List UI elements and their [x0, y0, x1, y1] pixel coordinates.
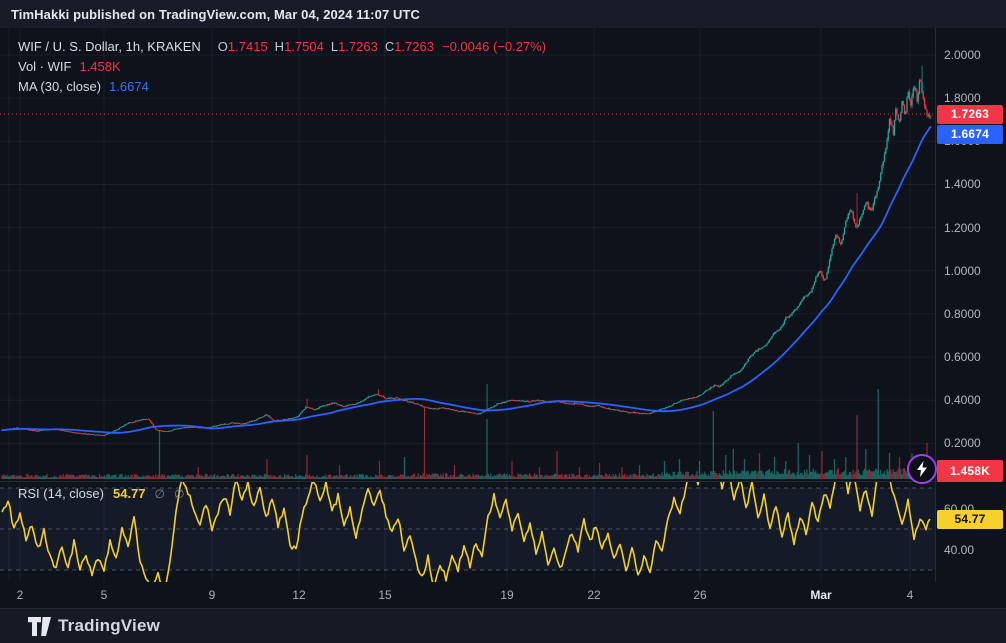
time-axis-tick: Mar: [810, 588, 832, 602]
time-axis-tick: 15: [378, 588, 392, 602]
footer: TradingView: [0, 609, 1006, 643]
volume-value-badge: 1.458K: [937, 460, 1003, 482]
legend-ma-row: MA (30, close) 1.6674: [18, 77, 546, 97]
ma-line: [2, 125, 932, 434]
price-axis-tick: 0.2000: [944, 436, 981, 451]
gridlines: [0, 28, 935, 582]
open-label: O: [217, 39, 228, 54]
high-label: H: [274, 39, 285, 54]
close-value: 1.7263: [394, 39, 434, 54]
time-axis-tick: 9: [208, 588, 216, 602]
change-value: −0.0046 (−0.27%): [441, 39, 547, 54]
symbol-title: WIF / U. S. Dollar, 1h, KRAKEN: [18, 39, 201, 54]
candlestick-series: [1, 65, 932, 441]
ma-value-badge: 1.6674: [937, 124, 1003, 144]
pane-separator[interactable]: [0, 481, 1006, 482]
low-label: L: [330, 39, 339, 54]
low-value: 1.7263: [338, 39, 378, 54]
price-axis-tick: 0.4000: [944, 393, 981, 408]
rsi-axis-tick: 40.00: [944, 542, 975, 557]
legend-volume-row: Vol · WIF 1.458K: [18, 57, 546, 77]
time-axis-tick: 19: [500, 588, 514, 602]
time-axis-tick: 4: [906, 588, 914, 602]
ma-label: MA (30, close): [18, 79, 102, 94]
rsi-label: RSI (14, close): [18, 486, 104, 501]
rsi-empty-value-icon: ∅: [173, 486, 185, 501]
boost-lightning-button[interactable]: [907, 454, 937, 484]
legend: WIF / U. S. Dollar, 1h, KRAKEN O 1.7415 H…: [18, 37, 546, 97]
rsi-legend: RSI (14, close) 54.77 ∅ ∅: [18, 486, 184, 501]
price-axis-tick: 1.4000: [944, 177, 981, 192]
brand-name: TradingView: [58, 616, 161, 635]
time-axis-tick: 12: [292, 588, 306, 602]
close-label: C: [384, 39, 395, 54]
high-value: 1.7504: [284, 39, 324, 54]
lightning-icon: [917, 461, 927, 477]
time-axis[interactable]: 2 5 9 12 15 19 22 26 Mar 4: [0, 582, 1006, 609]
price-axis-tick: 1.8000: [944, 91, 981, 106]
tradingview-mark-icon: [28, 616, 51, 636]
last-price-badge: 1.7263: [937, 104, 1003, 124]
volume-value: 1.458K: [79, 59, 121, 74]
legend-symbol-row: WIF / U. S. Dollar, 1h, KRAKEN O 1.7415 H…: [18, 37, 546, 57]
volume-label: Vol · WIF: [18, 59, 72, 74]
publish-line: TimHakki published on TradingView.com, M…: [11, 6, 420, 22]
rsi-value-badge: 54.77: [937, 509, 1003, 529]
price-axis-tick: 0.8000: [944, 306, 981, 321]
time-axis-tick: 22: [587, 588, 601, 602]
tradingview-logo[interactable]: TradingView: [28, 616, 160, 636]
price-axis-separator: [935, 28, 936, 608]
price-axis-tick: 1.2000: [944, 220, 981, 235]
time-axis-tick: 26: [693, 588, 707, 602]
ma-value: 1.6674: [109, 79, 149, 94]
time-axis-tick: 2: [16, 588, 24, 602]
rsi-empty-value-icon: ∅: [154, 486, 165, 501]
price-axis-tick: 1.0000: [944, 263, 981, 278]
chart-region: [0, 28, 1006, 608]
rsi-value: 54.77: [112, 486, 146, 501]
price-axis-tick: 2.0000: [944, 47, 981, 62]
time-axis-tick: 5: [100, 588, 108, 602]
volume-series: [1, 389, 932, 479]
open-value: 1.7415: [227, 39, 268, 54]
rsi-line: [1, 482, 931, 582]
price-axis-tick: 0.6000: [944, 350, 981, 365]
